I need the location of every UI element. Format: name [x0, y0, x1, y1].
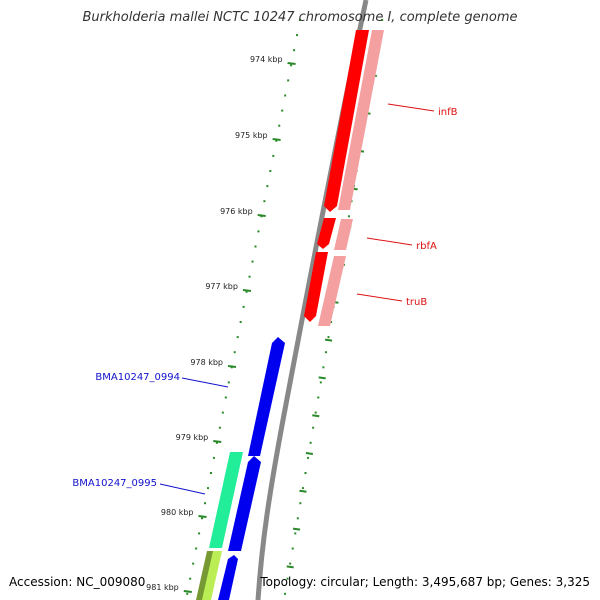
outer-major-tick: [299, 489, 307, 493]
BMA10247_0995-feature: [228, 456, 261, 551]
major-tick: [272, 138, 281, 141]
map-title: Burkholderia mallei NCTC 10247 chromosom…: [82, 10, 518, 25]
tick-label: 981 kbp: [146, 583, 179, 592]
gene-label-rbfA: rbfA: [416, 241, 437, 252]
kbp-tick-labels: 974 kbp 975 kbp 976 kbp 977 kbp 978 kbp 979 k…: [146, 55, 282, 592]
truB-shadow: [318, 256, 346, 326]
topology-summary: Topology: circular; Length: 3,495,687 bp…: [260, 575, 590, 589]
outer-major-tick: [324, 338, 333, 342]
infB-shadow: [338, 30, 384, 210]
olive-feature: [196, 551, 213, 600]
reverse-strand: [196, 337, 285, 600]
BMA10247_0995-connector: [159, 483, 206, 495]
major-tick: [198, 515, 207, 518]
major-tick: [213, 440, 222, 443]
major-tick: [257, 214, 266, 217]
truB-feature: [304, 252, 328, 322]
truB-connector: [356, 293, 403, 302]
rbfA-feature: [317, 218, 336, 249]
blue-feature-bottom: [218, 555, 238, 600]
yellow-feature: [200, 551, 222, 600]
outer-major-tick: [305, 452, 314, 455]
tick-label: 978 kbp: [190, 358, 223, 367]
rbfA-connector: [366, 237, 413, 246]
gene-label-truB: truB: [406, 297, 427, 308]
gene-label-BMA10247_0994: BMA10247_0994: [95, 372, 180, 383]
accession-label: Accession: NC_009080: [9, 575, 146, 589]
rbfA-shadow: [334, 219, 353, 250]
outer-major-tick: [312, 414, 320, 418]
outer-major-tick: [318, 376, 326, 380]
forward-strand: [304, 30, 384, 326]
infB-feature: [324, 30, 369, 212]
major-tick: [183, 590, 192, 593]
gene-label-infB: infB: [438, 107, 458, 118]
major-tick: [227, 365, 237, 368]
infB-connector: [387, 103, 435, 112]
BMA10247_0994-connector: [181, 377, 229, 388]
label-connectors: [159, 103, 435, 495]
gene-labels: infB rbfA truB BMA10247_0994 BMA10247_09…: [72, 107, 457, 489]
tick-label: 977 kbp: [205, 282, 238, 291]
tick-label: 975 kbp: [235, 131, 268, 140]
tick-label: 976 kbp: [220, 207, 253, 216]
major-tick: [242, 289, 252, 292]
major-tick: [287, 62, 296, 65]
green-feature: [209, 452, 243, 548]
tick-label: 974 kbp: [250, 55, 283, 64]
outer-major-tick: [292, 527, 301, 531]
tick-label: 980 kbp: [161, 508, 194, 517]
outer-major-tick: [286, 565, 294, 569]
inner-tick-ring: [183, 19, 302, 595]
tick-label: 979 kbp: [176, 433, 209, 442]
gene-label-BMA10247_0995: BMA10247_0995: [72, 478, 157, 489]
BMA10247_0994-feature: [248, 337, 285, 456]
